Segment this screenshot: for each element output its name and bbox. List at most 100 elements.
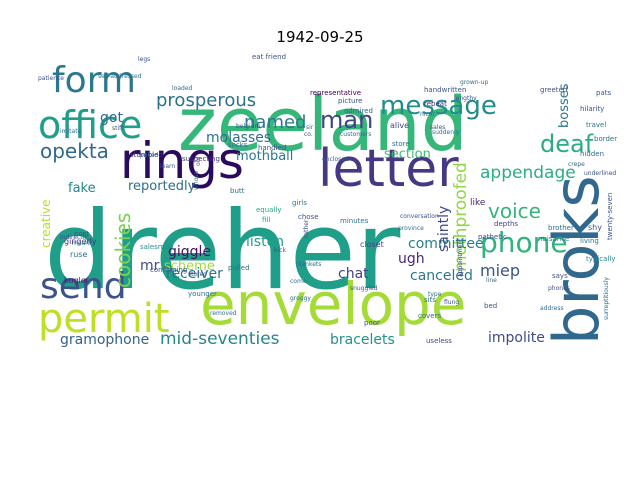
word-admired: admired (344, 107, 373, 115)
word-kugler: kugler (64, 276, 90, 285)
word-mothproofed: mothproofed (451, 162, 471, 272)
word-hilarity: hilarity (580, 105, 604, 113)
word-old: old (195, 157, 202, 166)
word-chat: chat (338, 266, 369, 282)
word-suddenly: suddenly (432, 129, 460, 136)
word-receiver: receiver (166, 266, 223, 282)
word-lengthy: lengthy (454, 95, 477, 102)
word-loaded: loaded (172, 85, 193, 92)
word-blankets: blankets (296, 261, 321, 268)
word-sits: sits (424, 296, 436, 304)
word-bed: bed (484, 302, 497, 310)
word-section: section (384, 147, 431, 162)
word-zeeland: zeeland (178, 82, 468, 168)
word-learn: learn (160, 163, 175, 170)
word-pats: pats (596, 89, 611, 97)
word-pathetic: pathetic (478, 233, 507, 241)
word-poked: poked (140, 152, 158, 159)
word-bracelets: bracelets (330, 332, 395, 348)
word-whose: whose (193, 170, 200, 190)
word-removed: removed (210, 310, 237, 317)
word-creative: creative (39, 199, 53, 248)
word-pulled: pulled (228, 264, 250, 272)
word-fake: fake (68, 181, 96, 196)
word-self-addressed: self-addressed (98, 73, 142, 80)
word-appointment: appointment (457, 238, 464, 277)
word-deaf: deaf (540, 130, 594, 158)
word-nuisance: nuisance (538, 235, 569, 243)
word-impolite: impolite (488, 330, 545, 346)
word-letter: letter (318, 139, 459, 199)
word-flung: flung (444, 299, 459, 306)
word-picture: picture (338, 97, 362, 105)
word-prosperous: prosperous (156, 90, 256, 111)
word-post: post (74, 230, 89, 238)
word-girls: girls (292, 199, 307, 207)
word-indirectly: indirectly (60, 234, 88, 241)
word-line: line (486, 277, 497, 284)
word-socks: socks (228, 141, 248, 149)
word-underlined: underlined (584, 170, 616, 177)
word-equally: equally (256, 206, 282, 214)
word-depths: depths (494, 220, 518, 228)
word-sales: sales (430, 124, 445, 131)
word-says: says (552, 272, 568, 280)
word-miep: miep (480, 261, 520, 280)
word-patience: patience (38, 75, 64, 82)
word-twenty-seven: twenty-seven (606, 193, 614, 240)
word-travel: travel (586, 121, 606, 129)
word-type: type (428, 291, 442, 298)
word-reportedly: reportedly (128, 179, 196, 194)
word-rings: rings (120, 132, 244, 190)
word-crepe: crepe (568, 161, 585, 168)
word-mr: mr (140, 258, 160, 274)
word-canceled: canceled (410, 268, 473, 284)
word-younger: younger (188, 290, 217, 298)
word-voice: voice (488, 199, 541, 223)
word-enclosed: enclosed (322, 156, 349, 163)
word-legs: legs (138, 56, 150, 63)
word-chose: chose (298, 213, 319, 221)
word-gingerly: gingerly (64, 237, 97, 246)
word-bosses: bosses (557, 83, 572, 128)
word-mid-seventies: mid-seventies (160, 329, 280, 349)
word-customers: customers (340, 131, 371, 138)
word-surreptitiously: surreptitiously (603, 277, 610, 320)
word-stumbled: stumbled (130, 151, 163, 159)
word-covers: covers (418, 312, 441, 320)
word-stiff: stiff (112, 125, 124, 132)
word-mothball: mothball (236, 149, 293, 164)
word-eat-friend: eat friend (252, 53, 286, 61)
word-cookies: cookies (111, 213, 135, 288)
word-snuggled: snuggled (350, 285, 378, 292)
word-ugh: ugh (398, 251, 425, 267)
word-grown-up: grown-up (460, 79, 488, 86)
word-poor: poor (364, 319, 380, 327)
word-fill: fill (262, 216, 270, 224)
word-greeted: greeted (540, 86, 567, 94)
word-kick: kick (274, 247, 286, 254)
word-representative: representative (310, 89, 361, 97)
word-gramophone: gramophone (60, 332, 149, 348)
word-broks: broks (540, 175, 613, 345)
word-closet: closet (360, 240, 384, 249)
word-scheme: scheme (164, 259, 215, 274)
word-listen: listen (246, 234, 284, 250)
word-minutes: minutes (340, 217, 369, 225)
word-hidden: hidden (580, 150, 604, 158)
word-like: like (470, 198, 486, 208)
word-co-: co. (304, 131, 313, 138)
word-alive: alive (390, 121, 409, 130)
word-conversation: conversation (400, 213, 439, 220)
word-office: office (38, 103, 142, 147)
word-ruse: ruse (70, 250, 88, 259)
word-nicer: nicer (420, 111, 435, 118)
word-phone: phone (480, 226, 568, 259)
word-envelope: envelope (200, 270, 467, 338)
word-suspecting: suspecting (182, 155, 220, 163)
word-shy: shy (588, 223, 602, 232)
word-repeat: repeat (424, 100, 447, 108)
word-permit: permit (38, 296, 170, 342)
word-message: message (380, 91, 497, 121)
